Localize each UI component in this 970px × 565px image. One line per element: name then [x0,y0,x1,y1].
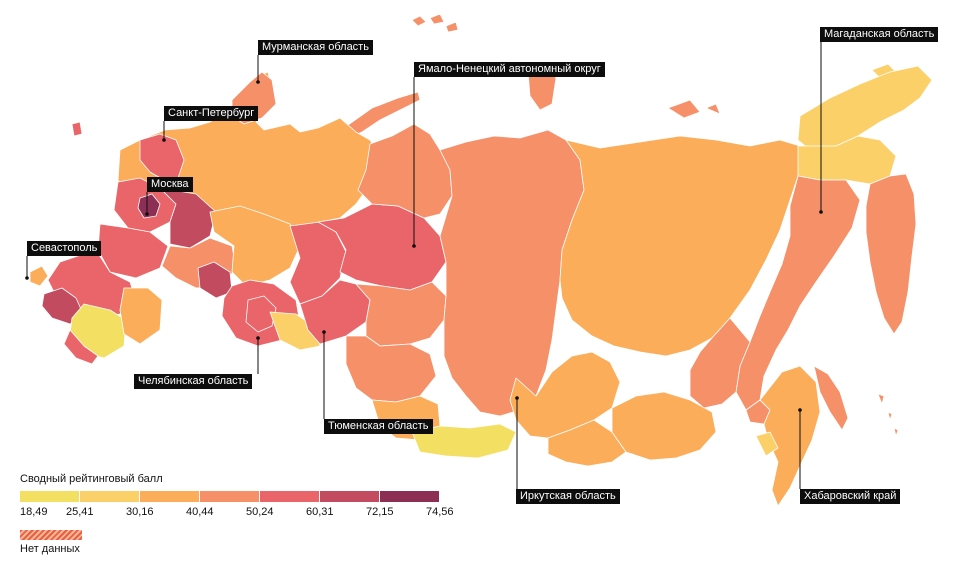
label-tyumen: Тюменская область [324,419,433,434]
label-yamal: Ямало-Ненецкий автономный округ [414,62,605,77]
region-kaliningrad [71,121,83,137]
region-astrakhan [119,287,163,345]
region-central-c [97,223,169,279]
label-irkutsk: Иркутская область [516,489,620,504]
region-volga-b [209,205,301,287]
region-kamchatka [865,173,917,335]
region-tuva [411,423,517,459]
label-spb: Санкт-Петербург [164,106,259,121]
region-orenburg [269,311,321,351]
legend-bin-2 [80,491,139,502]
region-chelyabinsk [245,295,277,333]
label-khabarovsk: Хабаровский край [800,489,901,504]
legend-title: Сводный рейтинговый балл [20,473,163,485]
label-magadan: Магаданская область [820,27,939,42]
region-rostov-stavropol [69,303,127,359]
region-amur [689,317,751,409]
legend-color-scale [20,491,440,502]
legend-bin-6 [320,491,379,502]
legend-bin-4 [200,491,259,502]
region-buryatia [547,419,627,467]
legend-tick-1: 18,49 [20,506,48,518]
legend-no-data-label: Нет данных [20,543,80,555]
legend-bin-3 [140,491,199,502]
legend-tick-2: 25,41 [66,506,94,518]
legend-tick-8: 74,56 [426,506,454,518]
legend-bin-1 [20,491,79,502]
region-sevastopol [29,265,49,287]
region-franz-josef [411,13,459,33]
region-krasnoyarsk [439,129,585,417]
legend-tick-4: 40,44 [186,506,214,518]
legend-tick-3: 30,16 [126,506,154,518]
region-yamal [357,123,453,219]
label-murmansk: Мурманская область [258,40,373,55]
legend-no-data-swatch [20,530,82,540]
region-sakhalin [813,365,849,431]
region-caucasus [63,329,99,365]
region-zabaykalsky [611,391,717,461]
region-primorye [759,365,821,507]
region-moscow [137,193,161,219]
legend-tick-7: 72,15 [366,506,394,518]
region-primorye-south [755,431,779,457]
region-khabarovsk [735,175,861,411]
label-sevastopol: Севастополь [27,241,102,256]
region-novosibirsk-islands [667,99,721,119]
label-chelyabinsk: Челябинская область [134,374,253,389]
region-novosibirsk-altai [345,335,437,403]
region-kurils [877,393,899,437]
legend-bin-7 [380,491,439,502]
legend-tick-6: 60,31 [306,506,334,518]
label-moscow: Москва [147,177,193,192]
region-omsk-tomsk [355,281,447,347]
legend-tick-labels: 18,49 25,41 30,16 40,44 50,24 60,31 72,15 74,56 [0,506,500,520]
legend-bin-5 [260,491,319,502]
legend-tick-5: 50,24 [246,506,274,518]
